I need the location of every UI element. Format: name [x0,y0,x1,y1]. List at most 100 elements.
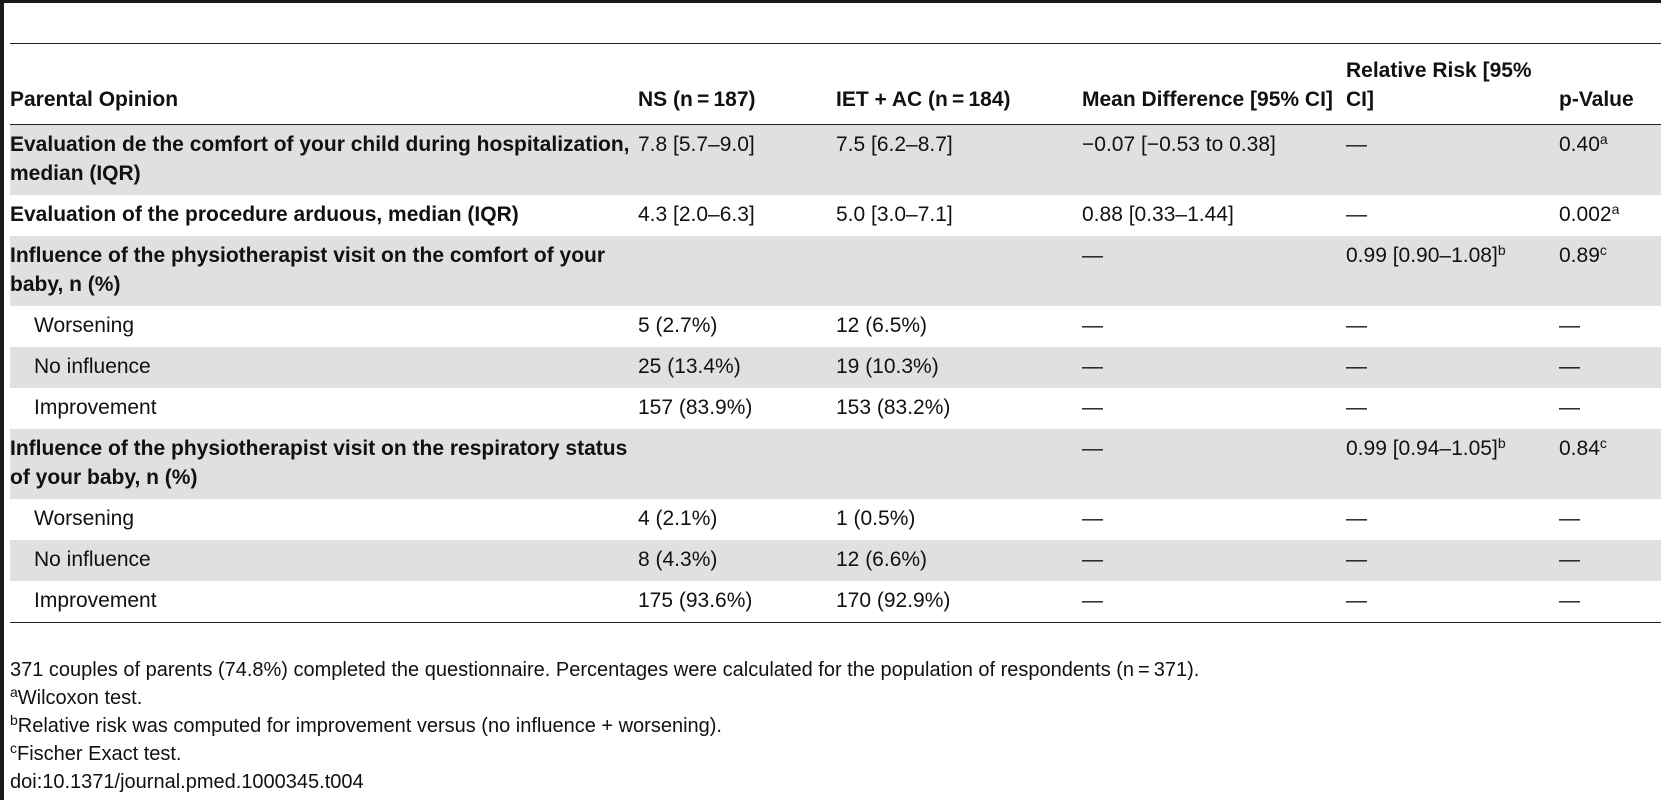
footnote-mark: a [10,684,18,700]
cell-iet: 12 (6.5%) [836,314,928,337]
cell-ns: 4.3 [2.0–6.3] [638,203,755,226]
cell-iet: 1 (0.5%) [836,507,916,530]
footnote-mark: b [10,712,18,728]
header-parental-opinion: Parental Opinion [10,88,179,111]
cell-relative-risk: — [1346,507,1367,530]
cell-ns: 175 (93.6%) [638,589,753,612]
header-mean-difference: Mean Difference [95% CI] [1082,88,1333,111]
left-border [0,0,4,800]
footnote-mark: a [1611,201,1620,217]
note-main: 371 couples of parents (74.8%) completed… [10,659,1200,681]
relative-risk-text: 0.99 [0.90–1.08] [1346,244,1498,267]
cell-relative-risk: — [1346,540,1559,581]
note-b-text: Relative risk was computed for improveme… [17,715,722,737]
cell-mean-difference: — [1082,347,1346,388]
cell-ns: 4 (2.1%) [638,507,718,530]
footnote-mark: c [1599,435,1607,451]
top-border [0,0,1661,3]
cell-mean-difference: — [1082,429,1346,499]
note-c: cFischer Exact test. [10,740,1199,768]
header-row: Parental Opinion NS (n = 187) IET + AC (… [10,44,1661,125]
cell-mean-difference: — [1082,314,1103,337]
table-row: No influence 25 (13.4%) 19 (10.3%) — — — [10,347,1661,388]
cell-iet [836,236,1082,306]
cell-ns: 5 (2.7%) [638,314,718,337]
row-label: Worsening [34,314,134,337]
table-row: No influence 8 (4.3%) 12 (6.6%) — — — [10,540,1661,581]
cell-ns [638,236,836,306]
cell-mean-difference: — [1082,589,1103,612]
row-label: Evaluation de the comfort of your child … [10,124,638,195]
results-table-container: Parental Opinion NS (n = 187) IET + AC (… [10,43,1661,623]
cell-relative-risk: — [1346,396,1367,419]
cell-p-value: 0.002a [1559,195,1661,236]
cell-ns [638,429,836,499]
table-top-rule [10,43,1661,44]
table-row: Influence of the physiotherapist visit o… [10,236,1661,306]
footnote-mark: c [10,740,17,756]
relative-risk-text: 0.99 [0.94–1.05] [1346,437,1498,460]
cell-p-value: — [1559,396,1580,419]
cell-ns: 8 (4.3%) [638,540,836,581]
header-p-value: p-Value [1559,88,1634,111]
table-row: Worsening 5 (2.7%) 12 (6.5%) — — — [10,306,1661,347]
cell-p-value: 0.89c [1559,236,1661,306]
table-row: Improvement 157 (83.9%) 153 (83.2%) — — … [10,388,1661,429]
cell-ns: 25 (13.4%) [638,347,836,388]
cell-p-value: — [1559,314,1580,337]
cell-iet: 12 (6.6%) [836,540,1082,581]
note-b: bRelative risk was computed for improvem… [10,712,1199,740]
cell-mean-difference: — [1082,396,1103,419]
cell-ns: 157 (83.9%) [638,396,753,419]
row-label: Influence of the physiotherapist visit o… [10,429,638,499]
row-label: Improvement [34,589,157,612]
cell-p-value: 0.40a [1559,124,1661,195]
cell-iet [836,429,1082,499]
note-a: aWilcoxon test. [10,684,1199,712]
cell-mean-difference: — [1082,507,1103,530]
row-label: Influence of the physiotherapist visit o… [10,236,638,306]
table-row: Worsening 4 (2.1%) 1 (0.5%) — — — [10,499,1661,540]
cell-relative-risk: 0.99 [0.90–1.08]b [1346,236,1559,306]
cell-p-value: — [1559,589,1580,612]
cell-relative-risk: — [1346,314,1367,337]
cell-relative-risk: 0.99 [0.94–1.05]b [1346,429,1559,499]
footnote-mark: a [1599,131,1608,147]
note-a-text: Wilcoxon test. [17,687,143,709]
footnote-mark: c [1599,242,1607,258]
table-row: Evaluation de the comfort of your child … [10,124,1661,195]
table-row: Improvement 175 (93.6%) 170 (92.9%) — — … [10,581,1661,623]
row-label: No influence [10,540,638,581]
row-label: Worsening [34,507,134,530]
table-row: Influence of the physiotherapist visit o… [10,429,1661,499]
cell-iet: 170 (92.9%) [836,589,951,612]
cell-mean-difference: — [1082,236,1346,306]
cell-mean-difference: — [1082,540,1346,581]
cell-p-value: — [1559,507,1580,530]
p-value-text: 0.40 [1559,133,1600,156]
row-label: No influence [10,347,638,388]
table-row: Evaluation of the procedure arduous, med… [10,195,1661,236]
cell-relative-risk: — [1346,203,1367,226]
cell-p-value: — [1559,347,1661,388]
footnote-mark: b [1497,435,1506,451]
cell-p-value: 0.84c [1559,429,1661,499]
cell-iet: 7.5 [6.2–8.7] [836,124,1082,195]
note-c-text: Fischer Exact test. [17,743,182,765]
header-ns: NS (n = 187) [638,88,756,111]
footnote-mark: b [1497,242,1506,258]
table-notes: 371 couples of parents (74.8%) completed… [10,656,1199,796]
cell-mean-difference: 0.88 [0.33–1.44] [1082,203,1234,226]
cell-iet: 5.0 [3.0–7.1] [836,203,953,226]
cell-iet: 19 (10.3%) [836,347,1082,388]
header-relative-risk: Relative Risk [95% CI] [1346,59,1532,111]
cell-p-value: — [1559,540,1661,581]
p-value-text: 0.002 [1559,203,1612,226]
cell-relative-risk: — [1346,347,1559,388]
header-iet-ac: IET + AC (n = 184) [836,88,1011,111]
parental-opinion-table: Parental Opinion NS (n = 187) IET + AC (… [10,44,1661,623]
row-label: Improvement [34,396,157,419]
p-value-text: 0.89 [1559,244,1600,267]
doi-text: doi:10.1371/journal.pmed.1000345.t004 [10,771,364,793]
row-label: Evaluation of the procedure arduous, med… [10,203,519,226]
